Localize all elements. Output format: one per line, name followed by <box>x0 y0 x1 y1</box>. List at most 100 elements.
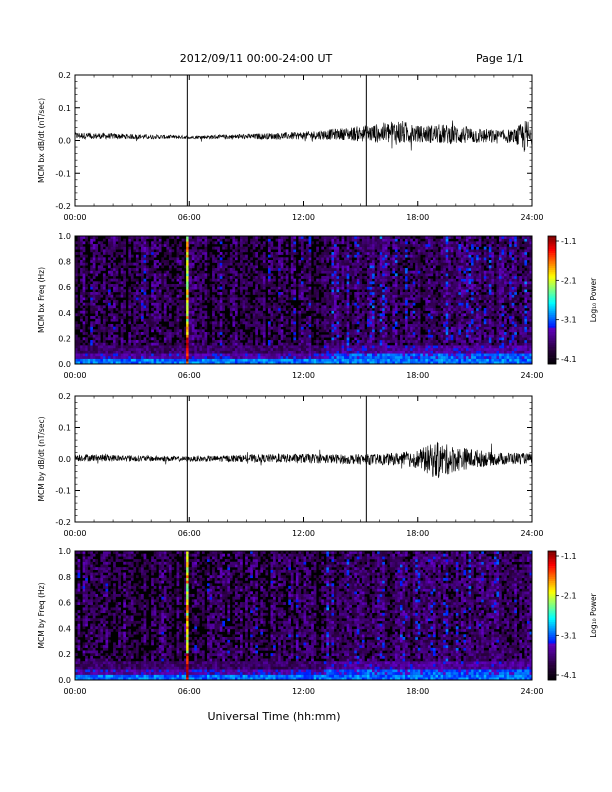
heatmap-cell <box>364 300 368 303</box>
heatmap-cell <box>176 257 180 261</box>
heatmap-cell <box>158 244 162 247</box>
heatmap-cell <box>407 345 411 349</box>
heatmap-cell <box>374 361 378 365</box>
heatmap-cell <box>300 294 304 298</box>
heatmap-cell <box>392 238 396 242</box>
heatmap-cell <box>217 302 220 306</box>
heatmap-cell <box>262 342 266 346</box>
heatmap-cell <box>92 249 96 253</box>
heatmap-cell <box>300 246 304 250</box>
heatmap-cell <box>331 292 335 295</box>
heatmap-cell <box>407 340 411 343</box>
heatmap-cell <box>194 246 198 250</box>
heatmap-cell <box>361 326 365 330</box>
heatmap-cell <box>189 305 192 309</box>
heatmap-cell <box>166 348 170 351</box>
heatmap-cell <box>280 358 284 362</box>
heatmap-cell <box>174 350 177 354</box>
heatmap-cell <box>212 337 215 341</box>
heatmap-cell <box>115 284 119 287</box>
heatmap-cell <box>331 305 335 309</box>
heatmap-cell <box>316 342 319 346</box>
heatmap-cell <box>92 292 96 295</box>
heatmap-cell <box>219 348 223 351</box>
heatmap-cell <box>113 238 116 242</box>
heatmap-cell <box>118 337 121 341</box>
heatmap-cell <box>115 254 119 258</box>
heatmap-cell <box>369 321 373 325</box>
heatmap-cell <box>130 353 134 357</box>
heatmap-cell <box>382 281 385 285</box>
heatmap-cell <box>138 340 142 343</box>
heatmap-cell <box>171 334 175 338</box>
heatmap-cell <box>189 297 192 301</box>
heatmap-cell <box>346 278 350 282</box>
heatmap-cell <box>217 321 220 325</box>
heatmap-cell <box>232 238 236 242</box>
heatmap-cell <box>90 350 93 354</box>
heatmap-cell <box>179 284 182 287</box>
heatmap-cell <box>128 356 132 359</box>
heatmap-cell <box>265 238 269 242</box>
heatmap-cell <box>410 297 413 301</box>
heatmap-cell <box>382 302 385 306</box>
heatmap-cell <box>267 348 271 351</box>
heatmap-cell <box>364 308 368 311</box>
heatmap-cell <box>364 310 368 314</box>
heatmap-cell <box>387 297 391 301</box>
heatmap-cell <box>417 326 421 330</box>
heatmap-cell <box>240 284 243 287</box>
heatmap-cell <box>293 313 297 317</box>
heatmap-cell <box>300 356 304 359</box>
heatmap-cell <box>184 329 187 333</box>
heatmap-cell <box>232 340 236 343</box>
heatmap-cell <box>412 270 416 274</box>
heatmap-cell <box>321 236 325 239</box>
heatmap-cell <box>331 297 335 301</box>
heatmap-cell <box>232 297 236 301</box>
heatmap-cell <box>245 305 248 309</box>
heatmap-cell <box>377 286 380 290</box>
heatmap-cell <box>130 305 134 309</box>
heatmap-cell <box>224 238 228 242</box>
heatmap-cell <box>201 340 205 343</box>
heatmap-cell <box>262 353 266 357</box>
heatmap-cell <box>323 316 327 319</box>
heatmap-cell <box>331 294 335 298</box>
heatmap-cell <box>240 310 243 314</box>
heatmap-cell <box>234 345 238 349</box>
heatmap-cell <box>354 284 358 287</box>
heatmap-cell <box>405 241 408 245</box>
heatmap-cell <box>105 350 109 354</box>
heatmap-cell <box>389 276 393 279</box>
heatmap-cell <box>201 342 205 346</box>
heatmap-cell <box>369 345 373 349</box>
heatmap-cell <box>333 252 337 255</box>
heatmap-cell <box>108 244 111 247</box>
heatmap-cell <box>153 356 157 359</box>
heatmap-cell <box>240 246 243 250</box>
heatmap-cell <box>331 318 335 322</box>
heatmap-cell <box>344 260 347 263</box>
heatmap-cell <box>141 302 144 306</box>
heatmap-cell <box>356 321 360 325</box>
heatmap-cell <box>120 318 124 322</box>
heatmap-cell <box>232 276 236 279</box>
heatmap-cell <box>123 260 126 263</box>
heatmap-cell <box>146 265 149 269</box>
heatmap-cell <box>399 350 403 354</box>
heatmap-cell <box>232 356 236 359</box>
heatmap-cell <box>361 265 365 269</box>
heatmap-cell <box>331 289 335 293</box>
heatmap-cell <box>222 254 225 258</box>
heatmap-cell <box>168 350 172 354</box>
heatmap-cell <box>356 353 360 357</box>
heatmap-cell <box>207 292 210 295</box>
heatmap-cell <box>212 286 215 290</box>
heatmap-cell <box>97 326 101 330</box>
heatmap-cell <box>369 260 373 263</box>
heatmap-cell <box>80 278 83 282</box>
heatmap-cell <box>153 260 157 263</box>
heatmap-cell <box>311 358 314 362</box>
heatmap-cell <box>204 337 208 341</box>
